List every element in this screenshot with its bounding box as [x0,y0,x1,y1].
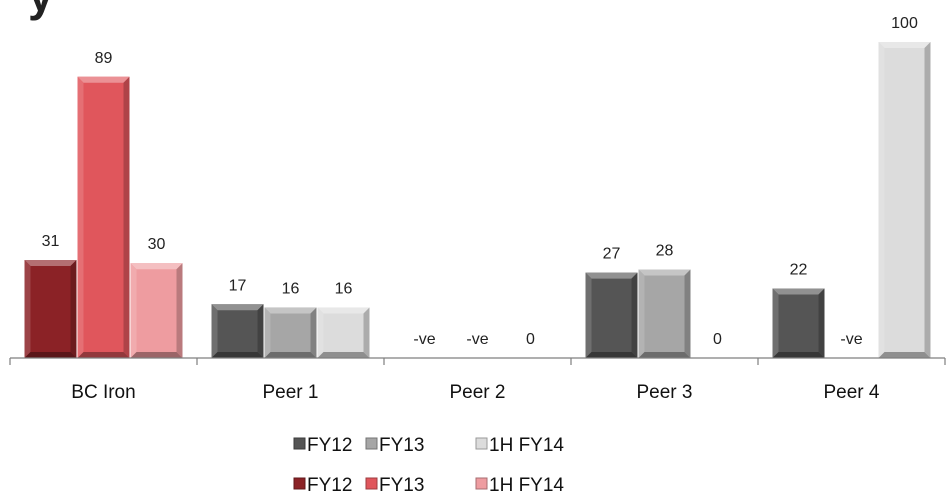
x-tick-label: BC Iron [71,382,135,403]
x-tick-label: Peer 2 [450,382,506,403]
x-tick-label: Peer 1 [263,382,319,403]
data-label-bc-iron-fy12: 31 [42,233,60,250]
data-label-peer-2-fy13: -ve [466,331,488,348]
legend-swatch [293,437,306,450]
x-tick-label: Peer 4 [824,382,880,403]
data-label-bc-iron-fy13: 89 [95,50,113,67]
legend-label: 1H FY14 [489,435,564,456]
legend-label: FY13 [379,475,424,496]
data-label-peer-4-1h-fy14: 100 [891,15,918,32]
bar-bc-iron-1h-fy14 [130,263,183,358]
legend-swatch [365,437,378,450]
plot-area: 31 89 30 17 16 16 -ve -ve 0 27 28 0 22 -ve 100 [24,15,931,358]
x-tick-label: Peer 3 [637,382,693,403]
bar-peer-1-fy12 [211,304,264,358]
data-label-peer-4-fy13: -ve [840,331,862,348]
data-label-peer-1-fy13: 16 [282,280,300,297]
legend-label: 1H FY14 [489,475,564,496]
bar-bc-iron-fy12 [24,260,77,358]
data-label-peer-3-fy13: 28 [656,243,674,260]
legend-swatch [475,437,488,450]
bar-peer-4-1h-fy14 [878,42,931,358]
data-label-bc-iron-1h-fy14: 30 [148,236,166,253]
bar-peer-1-1h-fy14 [317,307,370,358]
bar-bc-iron-fy13 [77,76,130,358]
cropped-title-fragment: y [28,0,54,22]
data-label-peer-2-1h-fy14: 0 [526,331,535,348]
bar-peer-3-fy13 [638,269,691,358]
legend-grey: FY12 FY13 1H FY14 [293,435,564,456]
legend-swatch [293,477,306,490]
bar-peer-3-fy12 [585,272,638,358]
data-label-peer-1-1h-fy14: 16 [335,280,353,297]
bar-peer-4-fy12 [772,288,825,358]
data-label-peer-3-fy12: 27 [603,246,621,263]
data-label-peer-3-1h-fy14: 0 [713,331,722,348]
x-axis: BC Iron Peer 1 Peer 2 Peer 3 Peer 4 [9,357,946,403]
legend-label: FY12 [307,475,352,496]
legend-red: FY12 FY13 1H FY14 [293,475,564,496]
data-label-peer-4-fy12: 22 [790,261,808,278]
legend-swatch [475,477,488,490]
legend-label: FY12 [307,435,352,456]
legend-swatch [365,477,378,490]
data-label-peer-1-fy12: 17 [229,277,247,294]
bar-peer-1-fy13 [264,307,317,358]
legend-label: FY13 [379,435,424,456]
data-label-peer-2-fy12: -ve [413,331,435,348]
